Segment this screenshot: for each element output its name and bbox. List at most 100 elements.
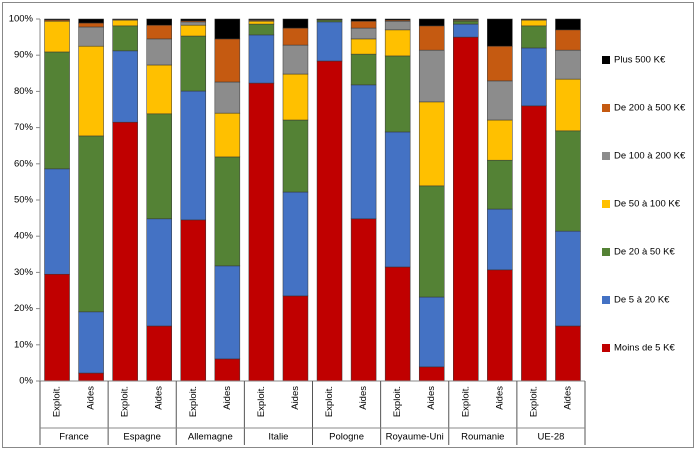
x-tick-label: Aides [290, 386, 301, 410]
bar-segment [215, 266, 240, 359]
bar-segment [181, 220, 206, 381]
bar-segment [113, 122, 138, 381]
x-tick-label: Exploit. [528, 386, 539, 417]
bar-segment [453, 21, 478, 24]
bar-segment [79, 373, 104, 381]
bar-segment [147, 39, 172, 65]
bar-segment [555, 50, 580, 79]
bar-segment [487, 19, 512, 46]
bar-segment [181, 91, 206, 220]
bar-segment [215, 113, 240, 157]
bar-segment [385, 56, 410, 132]
bar-segment [419, 367, 444, 381]
legend-swatch [602, 344, 610, 352]
bar-segment [283, 28, 308, 45]
group-label: Roumanie [461, 432, 504, 443]
legend-label: De 5 à 20 K€ [614, 295, 670, 306]
bar-segment [249, 24, 274, 35]
group-label: France [59, 432, 89, 443]
bar-segment [283, 296, 308, 381]
bar-segment [351, 21, 376, 28]
bar-segment [487, 81, 512, 120]
bar-segment [555, 326, 580, 381]
y-tick-label: 50% [14, 195, 34, 206]
y-tick-label: 30% [14, 267, 34, 278]
bar-segment [45, 52, 70, 169]
x-tick-label: Exploit. [256, 386, 267, 417]
bar-segment [419, 297, 444, 367]
bar-segment [181, 19, 206, 21]
group-label: UE-28 [537, 432, 564, 443]
bar-segment [215, 359, 240, 381]
legend-swatch [602, 248, 610, 256]
group-label: Allemagne [188, 432, 233, 443]
bar-segment [351, 219, 376, 381]
bar-segment [487, 46, 512, 81]
x-tick-label: Exploit. [188, 386, 199, 417]
x-tick-label: Aides [222, 386, 233, 410]
legend-label: Plus 500 K€ [614, 55, 666, 66]
bar-segment [419, 186, 444, 297]
bar-segment [181, 25, 206, 36]
bar-segment [215, 19, 240, 39]
bar-segment [351, 39, 376, 54]
x-tick-label: Exploit. [460, 386, 471, 417]
x-tick-label: Aides [86, 386, 97, 410]
bar-segment [79, 23, 104, 27]
bar-segment [317, 61, 342, 381]
bar-segment [521, 26, 546, 48]
bar-segment [79, 19, 104, 23]
x-tick-label: Aides [154, 386, 165, 410]
x-tick-label: Exploit. [324, 386, 335, 417]
bar-segment [147, 326, 172, 381]
legend-swatch [602, 152, 610, 160]
bar-segment [385, 19, 410, 20]
legend-label: Moins de 5 K€ [614, 343, 675, 354]
bar-segment [487, 209, 512, 270]
bar-segment [147, 114, 172, 219]
bar-segment [181, 36, 206, 91]
bar-segment [113, 51, 138, 122]
bar-segment [317, 22, 342, 61]
bar-segment [555, 79, 580, 131]
bar-segment [555, 30, 580, 50]
bar-segment [385, 21, 410, 30]
bar-segment [283, 19, 308, 28]
bar-segment [419, 19, 444, 26]
bar-segment [385, 30, 410, 56]
bar-segment [487, 270, 512, 381]
bar-segment [249, 83, 274, 381]
bar-segment [283, 192, 308, 296]
bar-segment [351, 19, 376, 21]
legend-label: De 50 à 100 K€ [614, 199, 681, 210]
y-tick-label: 60% [14, 158, 34, 169]
y-tick-label: 100% [9, 14, 34, 25]
bar-segment [249, 19, 274, 20]
y-tick-label: 20% [14, 303, 34, 314]
x-tick-label: Aides [494, 386, 505, 410]
bar-segment [317, 20, 342, 22]
bar-segment [249, 21, 274, 24]
bar-segment [419, 26, 444, 50]
bar-segment [351, 28, 376, 39]
bar-segment [45, 21, 70, 52]
bar-segment [521, 20, 546, 26]
bar-segment [45, 19, 70, 20]
x-tick-label: Exploit. [52, 386, 63, 417]
bar-segment [147, 219, 172, 326]
bar-segment [487, 160, 512, 209]
x-tick-label: Exploit. [392, 386, 403, 417]
bar-segment [45, 274, 70, 381]
legend-swatch [602, 296, 610, 304]
x-tick-label: Aides [358, 386, 369, 410]
y-tick-label: 90% [14, 50, 34, 61]
bar-segment [453, 24, 478, 37]
group-label: Italie [268, 432, 288, 443]
bar-segment [215, 157, 240, 266]
legend-swatch [602, 56, 610, 64]
group-label: Royaume-Uni [386, 432, 444, 443]
bar-segment [147, 65, 172, 114]
bar-segment [79, 27, 104, 46]
bar-segment [215, 82, 240, 113]
y-tick-label: 40% [14, 231, 34, 242]
